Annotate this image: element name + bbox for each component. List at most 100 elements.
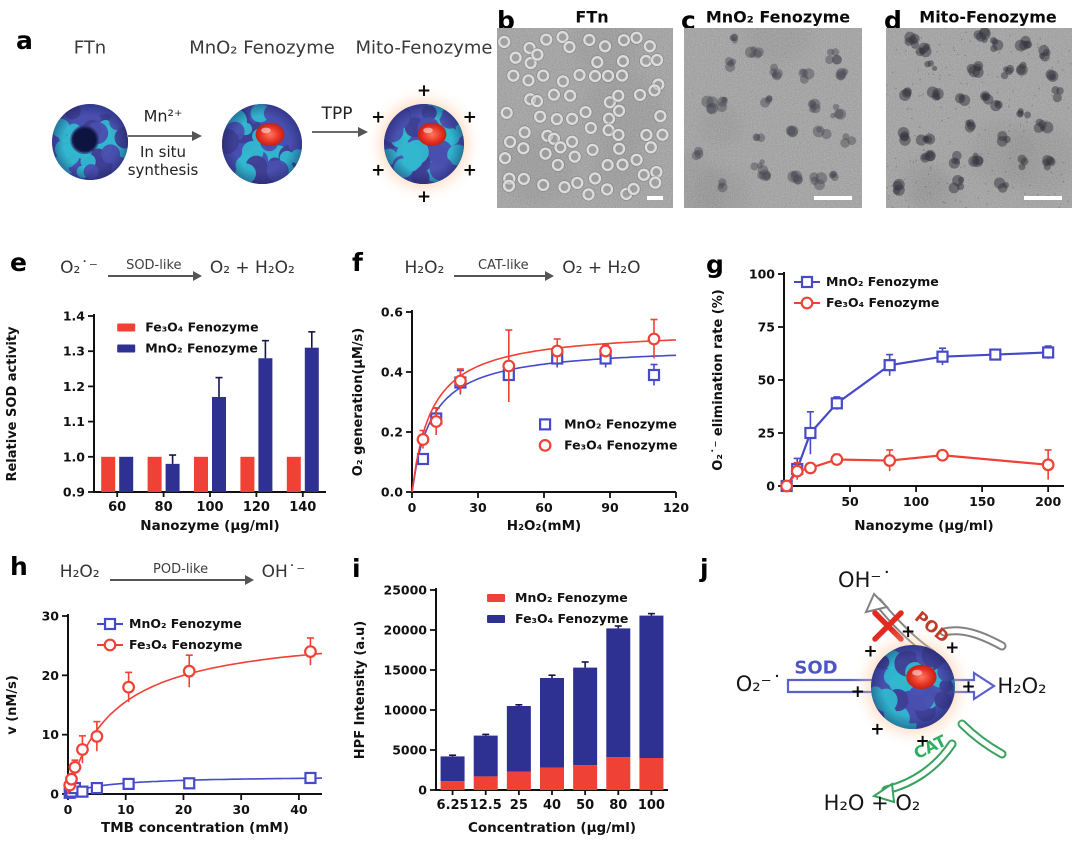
- svg-text:75: 75: [758, 320, 775, 335]
- svg-text:0.9: 0.9: [63, 485, 85, 500]
- svg-text:0.0: 0.0: [381, 485, 403, 500]
- pod-kinetics-chart: 0 10 20 30 0 10 20 30 40 TMB concentration (mM) v …: [2, 604, 336, 840]
- svg-text:10: 10: [117, 802, 135, 817]
- stack-series-0: [440, 754, 664, 790]
- cat-arrowhead: [871, 782, 896, 804]
- svg-text:+: +: [851, 682, 865, 702]
- eq-cat-rhs: O₂ + H₂O: [562, 258, 641, 278]
- svg-text:0: 0: [418, 783, 427, 798]
- svg-text:+: +: [863, 641, 877, 661]
- svg-text:10: 10: [42, 727, 60, 742]
- panel-label-e: e: [10, 248, 27, 277]
- svg-text:5000: 5000: [392, 743, 427, 758]
- pod-arrowhead: [864, 592, 889, 614]
- synthesis-scheme-art: + + + + + +: [12, 6, 487, 234]
- svg-text:140: 140: [289, 500, 316, 515]
- label-superoxide: O₂⁻˙: [735, 672, 783, 696]
- scheme-title-mno2: MnO₂ Fenozyme: [189, 37, 335, 59]
- arrow-shaft-icon: [107, 271, 202, 281]
- svg-text:25000: 25000: [384, 583, 428, 598]
- label-hydroxyl-radical: OH⁻˙: [838, 568, 892, 592]
- arrow-shaft-icon: [454, 271, 555, 281]
- svg-text:HPF Intensity (a.u): HPF Intensity (a.u): [353, 621, 368, 759]
- tem-title-b: FTn: [575, 7, 609, 27]
- nanoparticle-art: [52, 104, 128, 180]
- svg-text:+: +: [463, 108, 477, 128]
- svg-text:0.6: 0.6: [381, 305, 403, 320]
- reaction-equation-sod: O₂˙⁻ SOD-like O₂ + H₂O₂: [35, 258, 320, 281]
- svg-text:0: 0: [766, 479, 775, 494]
- legend: MnO₂ Fenozyme Fe₃O₄ Fenozyme: [97, 616, 242, 652]
- svg-text:0.2: 0.2: [381, 425, 403, 440]
- svg-text:150: 150: [969, 494, 995, 509]
- svg-text:Fe₃O₄ Fenozyme: Fe₃O₄ Fenozyme: [515, 611, 628, 626]
- svg-text:120: 120: [243, 500, 270, 515]
- scheme-title-ftn: FTn: [73, 37, 107, 59]
- svg-text:Fe₃O₄ Fenozyme: Fe₃O₄ Fenozyme: [129, 637, 242, 652]
- nanoparticle-art: [222, 104, 302, 184]
- svg-text:100: 100: [749, 267, 775, 282]
- step1-line2: synthesis: [127, 161, 199, 179]
- tem-title-d: Mito-Fenozyme: [919, 7, 1057, 27]
- reaction-equation-cat: H₂O₂ CAT-like O₂ + H₂O: [365, 258, 680, 281]
- svg-text:MnO₂ Fenozyme: MnO₂ Fenozyme: [564, 416, 677, 431]
- svg-text:Nanozyme (μg/ml): Nanozyme (μg/ml): [854, 518, 993, 534]
- step2-reagent: TPP: [321, 104, 353, 124]
- svg-text:90: 90: [601, 500, 619, 515]
- nanoparticle-art: +++++++: [851, 622, 976, 752]
- series-1: [780, 448, 1055, 493]
- arrow-shaft-icon: [109, 575, 254, 585]
- bar-series-0: [101, 456, 301, 492]
- svg-text:O₂˙⁻ elimination rate (%): O₂˙⁻ elimination rate (%): [711, 289, 726, 470]
- step1-line1: In situ: [139, 143, 187, 161]
- chart-svg-g: 0 25 50 75 100 50 100 150 200 Nanozyme (μg/ml) O₂˙…: [711, 267, 1064, 534]
- svg-text:0: 0: [50, 787, 59, 802]
- svg-text:6.25: 6.25: [437, 798, 469, 813]
- chart-svg-f: 0.0 0.2 0.4 0.6 0 30 60 90 120 H₂O₂(mM) O₂ generat…: [351, 305, 689, 535]
- svg-text:40: 40: [543, 798, 561, 813]
- svg-text:Concentration (μg/ml): Concentration (μg/ml): [468, 820, 636, 836]
- svg-text:25: 25: [758, 426, 775, 441]
- axes: 0.0 0.2 0.4 0.6 0 30 60 90 120 H₂O₂(mM) O₂ generat…: [351, 305, 689, 535]
- svg-text:+: +: [463, 160, 477, 180]
- svg-text:0: 0: [64, 802, 73, 817]
- svg-text:MnO₂ Fenozyme: MnO₂ Fenozyme: [826, 274, 939, 289]
- tem-image-ftn: [497, 28, 673, 208]
- svg-text:120: 120: [663, 500, 689, 515]
- reaction-equation-pod: H₂O₂ POD-like OH˙⁻: [45, 562, 320, 585]
- svg-text:15000: 15000: [384, 663, 428, 678]
- svg-text:50: 50: [576, 798, 594, 813]
- eq-cat-lhs: H₂O₂: [404, 258, 445, 278]
- series-1: [63, 637, 323, 795]
- eq-sod-lhs: O₂˙⁻: [60, 258, 98, 278]
- eq-sod-rhs: O₂ + H₂O₂: [209, 258, 295, 278]
- svg-text:12.5: 12.5: [470, 798, 502, 813]
- series-0: [63, 771, 323, 799]
- svg-text:+: +: [945, 638, 959, 658]
- bar-series-1: [119, 331, 319, 492]
- axes: 0 5000 10000 15000 20000 25000 6.25 12.5 25 40 50 8…: [353, 583, 668, 836]
- cage-cavity: [70, 125, 100, 155]
- panel-label-c: c: [681, 6, 696, 35]
- svg-text:30: 30: [232, 802, 250, 817]
- scale-bar: [1024, 196, 1062, 200]
- legend: MnO₂ Fenozyme Fe₃O₄ Fenozyme: [487, 590, 628, 626]
- svg-text:+: +: [901, 622, 915, 642]
- mechanism-scheme-art: + + + + + + +: [690, 556, 1080, 844]
- legend: MnO₂ Fenozyme Fe₃O₄ Fenozyme: [538, 416, 677, 452]
- svg-text:25: 25: [510, 798, 528, 813]
- step1-reagent: Mn²⁺: [143, 106, 183, 126]
- stack-series-1: [440, 612, 664, 782]
- eq-cat-arrow-label: CAT-like: [477, 258, 529, 274]
- svg-text:1.4: 1.4: [63, 309, 85, 324]
- svg-text:+: +: [916, 732, 930, 752]
- svg-text:60: 60: [108, 500, 126, 515]
- hpf-intensity-stacked-chart: 0 5000 10000 15000 20000 25000 6.25 12.5 25 40 50 8…: [350, 576, 680, 840]
- svg-text:0: 0: [408, 500, 417, 515]
- svg-text:1.2: 1.2: [63, 379, 85, 394]
- panel-label-j: j: [700, 554, 709, 583]
- panel-label-b: b: [497, 6, 515, 35]
- o2-generation-scatter-chart: 0.0 0.2 0.4 0.6 0 30 60 90 120 H₂O₂(mM) O₂ generat…: [348, 300, 692, 538]
- series-0: [780, 345, 1055, 493]
